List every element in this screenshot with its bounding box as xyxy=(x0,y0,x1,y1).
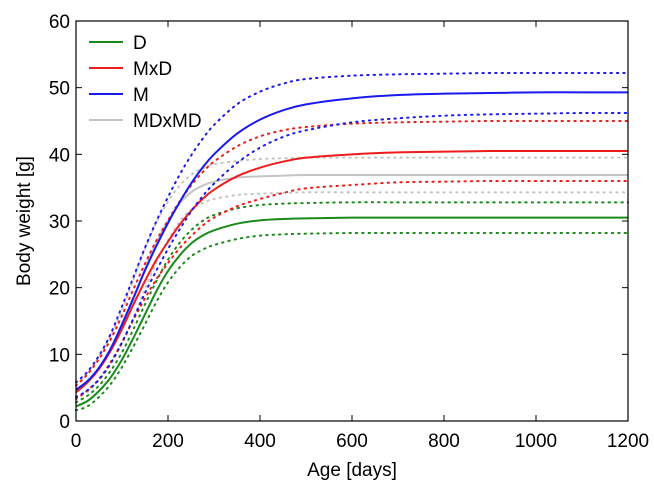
x-tick-label: 1200 xyxy=(607,431,649,452)
y-tick-label: 60 xyxy=(49,12,70,33)
series-mdxmd-lower-bound xyxy=(75,191,629,400)
y-tick-label: 50 xyxy=(49,79,70,100)
series-m-lower-bound xyxy=(75,111,629,398)
plot-frame xyxy=(75,20,629,422)
y-tick-label: 30 xyxy=(49,212,70,233)
series-d-lower-bound xyxy=(75,231,629,412)
y-axis-title: Body weight [g] xyxy=(14,156,35,286)
series-d-upper-bound xyxy=(75,201,629,404)
x-tick-label: 1000 xyxy=(515,431,557,452)
series-m-line xyxy=(75,91,628,391)
axis-ticks: 0 200 400 600 800 1000 1200 0 10 20 30 40 50 60 xyxy=(49,12,649,452)
x-tick-label: 600 xyxy=(336,431,368,452)
y-tick-label: 0 xyxy=(59,412,70,433)
series-mxd-line xyxy=(75,149,628,394)
x-tick-label: 0 xyxy=(71,431,82,452)
legend: D MxD M MDxMD xyxy=(89,33,202,132)
x-axis-title: Age [days] xyxy=(307,460,397,481)
plot-area xyxy=(75,71,629,412)
series-mxd-upper-bound xyxy=(75,119,629,387)
legend-label-d: D xyxy=(133,33,147,54)
series-mdxmd-line xyxy=(75,173,628,393)
x-tick-label: 200 xyxy=(152,431,184,452)
y-tick-label: 20 xyxy=(49,279,70,300)
legend-label-m: M xyxy=(133,85,149,106)
y-tick-label: 10 xyxy=(49,345,70,366)
legend-label-mdxmd: MDxMD xyxy=(133,111,202,132)
y-tick-label: 40 xyxy=(49,145,70,166)
x-tick-label: 800 xyxy=(428,431,460,452)
legend-label-mxd: MxD xyxy=(133,59,172,80)
x-tick-label: 400 xyxy=(244,431,276,452)
series-d-line xyxy=(75,216,628,408)
series-mxd-lower-bound xyxy=(75,179,629,400)
